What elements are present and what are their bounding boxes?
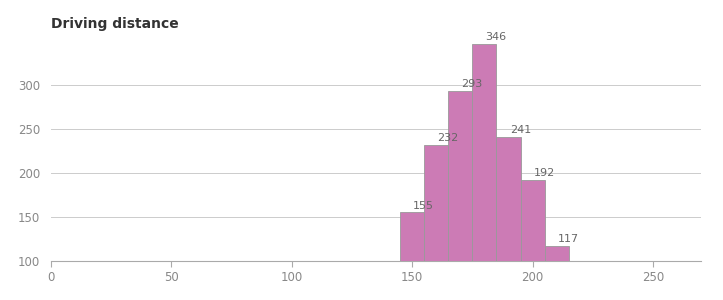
- Bar: [424, 145, 448, 300]
- Bar: [521, 180, 544, 300]
- Bar: [472, 44, 497, 300]
- Text: 232: 232: [437, 133, 458, 143]
- Text: 192: 192: [534, 168, 555, 178]
- Text: 117: 117: [558, 234, 579, 244]
- Text: Driving distance: Driving distance: [51, 17, 179, 31]
- Text: 155: 155: [414, 201, 435, 211]
- Bar: [400, 212, 424, 300]
- Text: 346: 346: [486, 32, 507, 42]
- Bar: [497, 136, 521, 300]
- Text: 293: 293: [461, 79, 483, 89]
- Bar: [544, 246, 569, 300]
- Bar: [448, 91, 472, 300]
- Text: 241: 241: [510, 125, 531, 135]
